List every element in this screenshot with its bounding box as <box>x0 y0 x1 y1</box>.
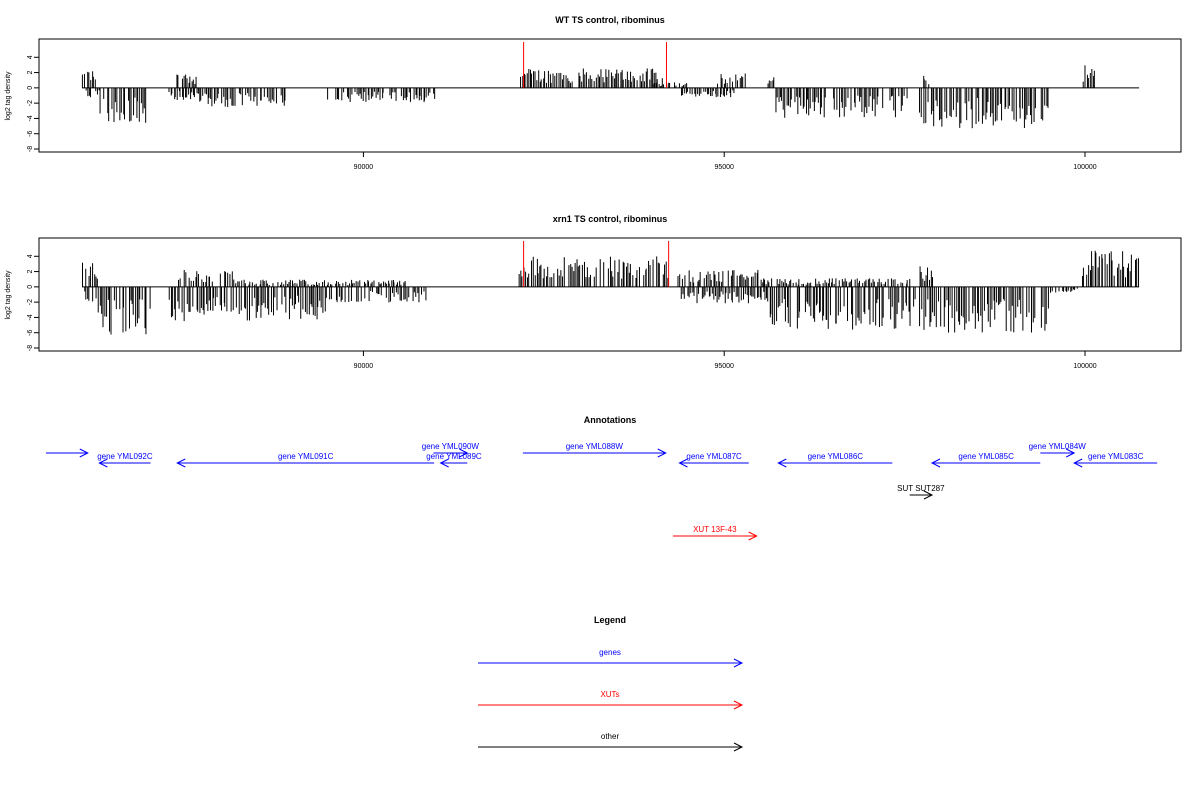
feature-gene-yml092c: gene YML092C <box>97 452 153 468</box>
y-axis: -8 -6 -4 -2 0 2 4 <box>27 254 40 351</box>
legend-label: other <box>601 732 620 741</box>
feature-arrow-head <box>176 458 186 468</box>
y-tick-label: 2 <box>27 270 34 274</box>
y-tick-label: -6 <box>27 131 34 137</box>
feature-label: gene YML092C <box>97 452 153 461</box>
feature-arrow-head <box>1073 458 1083 468</box>
legend-items: genes XUTs other <box>478 648 744 752</box>
legend-label: genes <box>599 648 621 657</box>
y-axis-label: log2 tag density <box>5 71 12 121</box>
y-tick-label: 4 <box>27 55 34 59</box>
legend-item-genes: genes <box>478 648 744 668</box>
feature-arrow-head <box>748 531 758 541</box>
feature-sut-sut287: SUT SUT287 <box>897 484 945 500</box>
feature-arrow-head <box>777 458 787 468</box>
annotations-panel: Annotations gene YML092C gene YML091C gene… <box>45 415 1158 541</box>
feature-gene-yml083c: gene YML083C <box>1073 452 1158 468</box>
feature-arrow-head <box>733 742 744 752</box>
track-panel-xrn1: xrn1 TS control, ribominus log2 tag dens… <box>5 214 1182 370</box>
feature-label: gene YML090W <box>422 442 480 451</box>
feature-label: gene YML084W <box>1029 442 1087 451</box>
bar-series <box>81 65 1095 129</box>
x-tick-label: 95000 <box>714 363 734 370</box>
annotations-title: Annotations <box>584 415 637 425</box>
y-tick-label: 2 <box>27 71 34 75</box>
y-axis: -8 -6 -4 -2 0 2 4 <box>27 55 40 152</box>
feature-arrow-head <box>733 700 744 710</box>
y-tick-label: -2 <box>27 299 34 305</box>
y-axis-label: log2 tag density <box>5 270 12 320</box>
feature-arrow-head <box>459 448 469 458</box>
track-panel-wt: WT TS control, ribominus log2 tag densit… <box>5 15 1182 171</box>
x-tick-label: 95000 <box>714 164 734 171</box>
y-tick-label: -8 <box>27 345 34 351</box>
y-tick-label: 0 <box>27 86 34 90</box>
bar-series <box>82 250 1140 335</box>
red-markers <box>523 42 667 88</box>
feature-gene-yml088w: gene YML088W <box>522 442 667 458</box>
y-tick-label: 0 <box>27 285 34 289</box>
feature-label: XUT 13F-43 <box>693 525 737 534</box>
x-axis: 90000 95000 100000 <box>354 152 1097 171</box>
track-title: WT TS control, ribominus <box>555 15 665 25</box>
feature-label: gene YML086C <box>808 452 864 461</box>
feature-gene-yml085c: gene YML085C <box>930 452 1041 468</box>
legend-label: XUTs <box>600 690 619 699</box>
feature-label: gene YML087C <box>686 452 742 461</box>
y-tick-label: -2 <box>27 100 34 106</box>
x-tick-label: 90000 <box>354 164 374 171</box>
legend-item-xuts: XUTs <box>478 690 744 710</box>
feature-arrow-head <box>1065 448 1076 458</box>
feature-gene-yml084w: gene YML084W <box>1029 442 1087 458</box>
feature-label: gene YML083C <box>1088 452 1144 461</box>
feature-label: gene YML089C <box>426 452 482 461</box>
feature-label: SUT SUT287 <box>897 484 945 493</box>
y-tick-label: 4 <box>27 254 34 258</box>
feature-xut-13f-43: XUT 13F-43 <box>672 525 758 541</box>
x-tick-label: 100000 <box>1073 363 1096 370</box>
legend-item-other: other <box>478 732 744 752</box>
feature-unlabeled-gene <box>45 448 89 458</box>
feature-arrow-head <box>733 658 744 668</box>
red-markers <box>523 241 670 287</box>
x-tick-label: 100000 <box>1073 164 1096 171</box>
y-tick-label: -8 <box>27 146 34 152</box>
feature-label: gene YML085C <box>958 452 1014 461</box>
track-title: xrn1 TS control, ribominus <box>553 214 668 224</box>
x-axis: 90000 95000 100000 <box>354 351 1097 370</box>
feature-gene-yml089c: gene YML089C <box>426 452 482 468</box>
legend: Legend genes XUTs other <box>478 615 744 752</box>
y-tick-label: -4 <box>27 314 34 320</box>
feature-gene-yml087c: gene YML087C <box>678 452 749 468</box>
feature-gene-yml090w: gene YML090W <box>422 442 480 458</box>
feature-arrow-head <box>923 490 934 500</box>
feature-gene-yml086c: gene YML086C <box>777 452 893 468</box>
feature-arrow-head <box>98 458 108 468</box>
feature-arrow-head <box>439 458 449 468</box>
feature-gene-yml091c: gene YML091C <box>176 452 435 468</box>
feature-arrow-head <box>930 458 941 468</box>
feature-arrow-head <box>657 448 667 458</box>
y-tick-label: -6 <box>27 330 34 336</box>
x-tick-label: 90000 <box>354 363 374 370</box>
y-tick-label: -4 <box>27 115 34 121</box>
feature-arrow-head <box>678 458 688 468</box>
feature-arrow-head <box>79 448 89 458</box>
feature-label: gene YML091C <box>278 452 334 461</box>
feature-label: gene YML088W <box>566 442 624 451</box>
legend-title: Legend <box>594 615 626 625</box>
